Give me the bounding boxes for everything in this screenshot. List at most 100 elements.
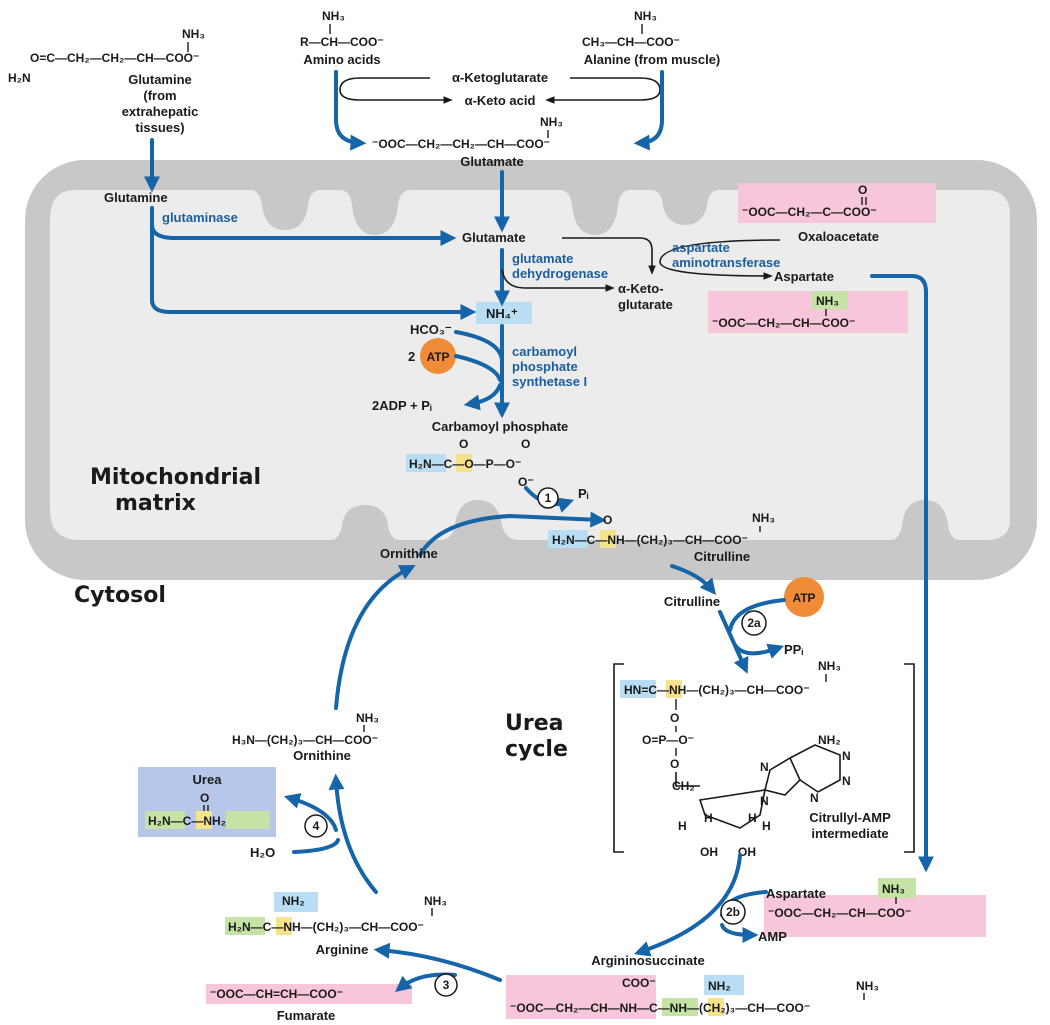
cp-o2: O <box>521 437 530 451</box>
cps-enzyme-3: synthetase I <box>512 374 587 389</box>
step1-circle <box>537 487 559 509</box>
urea-o: O <box>200 791 209 805</box>
akg-top: α-Ketoglutarate <box>452 70 548 85</box>
matrix-aspartate-highlight <box>708 291 908 333</box>
adp-out-arrow <box>463 383 502 411</box>
amino-name: Amino acids <box>303 52 380 67</box>
glutamine-to-nh4-arrow <box>150 206 477 320</box>
arg-nh2-highlight <box>274 892 318 912</box>
urea-nh2-highlight <box>226 811 270 829</box>
cp-o3: O⁻ <box>518 475 534 489</box>
arginine-nh2: NH₂ <box>282 894 305 908</box>
adenine-nh2: NH₂ <box>818 733 841 747</box>
gdh-enzyme-1: glutamate <box>512 251 573 266</box>
adenine-n5: N <box>760 794 769 808</box>
hco3-in-arrow <box>454 330 504 362</box>
ribose-ring <box>698 789 767 829</box>
argsucc-nh2-highlight <box>704 975 744 995</box>
ast-glutamate-arrow <box>562 237 656 275</box>
int-o2: O <box>670 757 679 771</box>
ribose-h3: H <box>678 819 687 833</box>
step3-circle <box>434 973 458 997</box>
cit-c-highlight <box>600 530 616 548</box>
argsucc-pink-highlight <box>506 975 656 1019</box>
step2b-circle <box>720 899 746 925</box>
matrix-aspartate-nh3-highlight <box>812 291 848 309</box>
ast-oaa-to-asp-arrow <box>659 239 781 280</box>
atp-in-arrow <box>454 354 502 382</box>
step4-number: 4 <box>313 819 320 833</box>
keto-acid: α-Keto acid <box>465 93 536 108</box>
urea-structure: H₂N—C—NH₂ <box>148 814 226 828</box>
ppi: PPᵢ <box>784 642 803 657</box>
cyt-aspartate-highlight <box>764 895 986 937</box>
int-o1: O <box>670 711 679 725</box>
citrulline-o: O <box>603 513 612 527</box>
adenine-n3: N <box>842 774 851 788</box>
amino-structure: R—CH—COO⁻ <box>300 35 384 49</box>
ornithine-to-citrulline-arrow <box>418 511 607 557</box>
matrix-citrulline-name: Citrulline <box>694 549 750 564</box>
cytosol-aspartate: Aspartate <box>766 886 826 901</box>
int-hn-highlight <box>620 680 656 698</box>
glutamine-name-3: extrahepatic <box>122 104 199 119</box>
amino-acids-input: NH₃ R—CH—COO⁻ Amino acids <box>300 9 384 67</box>
ribose-h2: H <box>748 811 757 825</box>
int-ch2-bond <box>675 772 700 787</box>
ribose-h4: H <box>762 819 771 833</box>
adenine-ring-2 <box>789 744 841 793</box>
nh4-highlight <box>476 302 532 324</box>
int-name-1: Citrullyl-AMP <box>809 810 891 825</box>
arginine-structure: H₂N—C—NH—(CH₂)₃—CH—COO⁻ <box>228 920 424 934</box>
matrix-atp: ATP <box>426 350 449 364</box>
cps-enzyme-2: phosphate <box>512 359 578 374</box>
cytosol-ornithine-name: Ornithine <box>293 748 351 763</box>
alanine-nh3: NH₃ <box>634 9 657 23</box>
step2a-circle <box>741 610 767 636</box>
ribose-h1: H <box>704 811 713 825</box>
gdh-enzyme-2: dehydrogenase <box>512 266 608 281</box>
glutamine-nh3: NH₃ <box>182 27 205 41</box>
fumarate-highlight <box>206 984 412 1004</box>
matrix-asp-nh3: NH₃ <box>816 294 839 308</box>
ribose-oh2: OH <box>738 845 756 859</box>
cyt-aspartate-nh3-highlight <box>878 878 916 898</box>
glutamate-top: NH₃ ⁻OOC—CH₂—CH₂—CH—COO⁻ Glutamate <box>372 115 563 169</box>
bracket-right <box>904 663 915 853</box>
fumarate-name: Fumarate <box>277 1008 336 1023</box>
argsucc-structure: ⁻OOC—CH₂—CH—NH—C—NH—(CH₂)₃—CH—COO⁻ <box>510 1001 810 1015</box>
argsucc-nh3: NH₃ <box>856 979 879 993</box>
alanine-structure: CH₃—CH—COO⁻ <box>582 35 680 49</box>
ornithine-return-arrow <box>334 565 416 710</box>
glutaminase-enzyme: glutaminase <box>162 210 238 225</box>
atp-circle-matrix <box>420 338 456 374</box>
step2b-number: 2b <box>726 905 740 919</box>
glutamate-top-structure: ⁻OOC—CH₂—CH₂—CH—COO⁻ <box>372 137 550 151</box>
step4-circle <box>304 814 328 838</box>
oxaloacetate-name: Oxaloacetate <box>798 229 879 244</box>
step3-number: 3 <box>443 978 450 992</box>
glutamate-top-nh3: NH₃ <box>540 115 563 129</box>
int-structure: HN=C—NH—(CH₂)₃—CH—COO⁻ <box>624 683 810 697</box>
citrulline-structure: H₂N—C—NH—(CH₂)₃—CH—COO⁻ <box>552 533 748 547</box>
ornithine-nh3: NH₃ <box>356 711 379 725</box>
step4-arrow <box>328 773 378 894</box>
argsucc-c-highlight <box>708 998 724 1016</box>
int-p: O=P—O⁻ <box>642 733 694 747</box>
argsucc-nh2: NH₂ <box>708 979 731 993</box>
cytosol-atp: ATP <box>792 591 815 605</box>
adenine-n1: N <box>760 760 769 774</box>
aspartate-export-arrow <box>870 274 934 873</box>
ast-enzyme-2: aminotransferase <box>672 255 780 270</box>
glutamate-top-name: Glutamate <box>460 154 524 169</box>
oaa-structure: ⁻OOC—CH₂—C—COO⁻ <box>742 205 877 219</box>
step2b-arrow <box>633 853 742 957</box>
adenine-n4: N <box>810 791 819 805</box>
arg-h2n-highlight <box>225 917 265 935</box>
argsucc-nh-highlight <box>662 998 698 1016</box>
matrix-label-2: matrix <box>115 491 196 516</box>
amino-to-glutamate-arrow <box>334 70 367 151</box>
argsucc-coo: COO⁻ <box>622 976 656 990</box>
oxaloacetate-highlight <box>738 183 936 223</box>
